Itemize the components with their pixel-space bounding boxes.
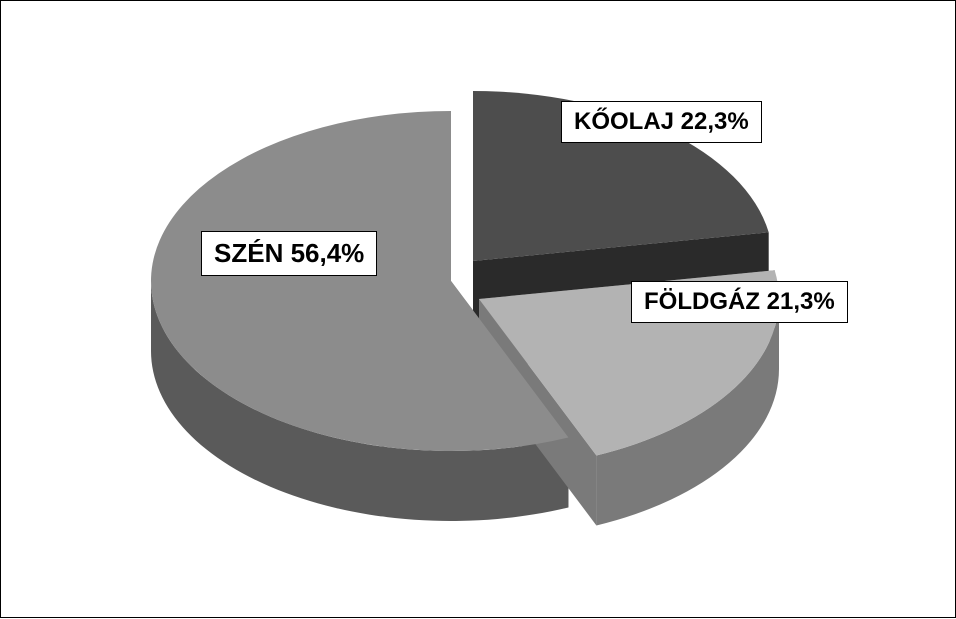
slice-label-foldgaz: FÖLDGÁZ 21,3%: [631, 281, 848, 323]
slice-label-szen: SZÉN 56,4%: [201, 231, 377, 276]
slice-label-koolaj: KŐOLAJ 22,3%: [561, 101, 762, 143]
pie-chart-container: KŐOLAJ 22,3% FÖLDGÁZ 21,3% SZÉN 56,4%: [0, 0, 956, 618]
